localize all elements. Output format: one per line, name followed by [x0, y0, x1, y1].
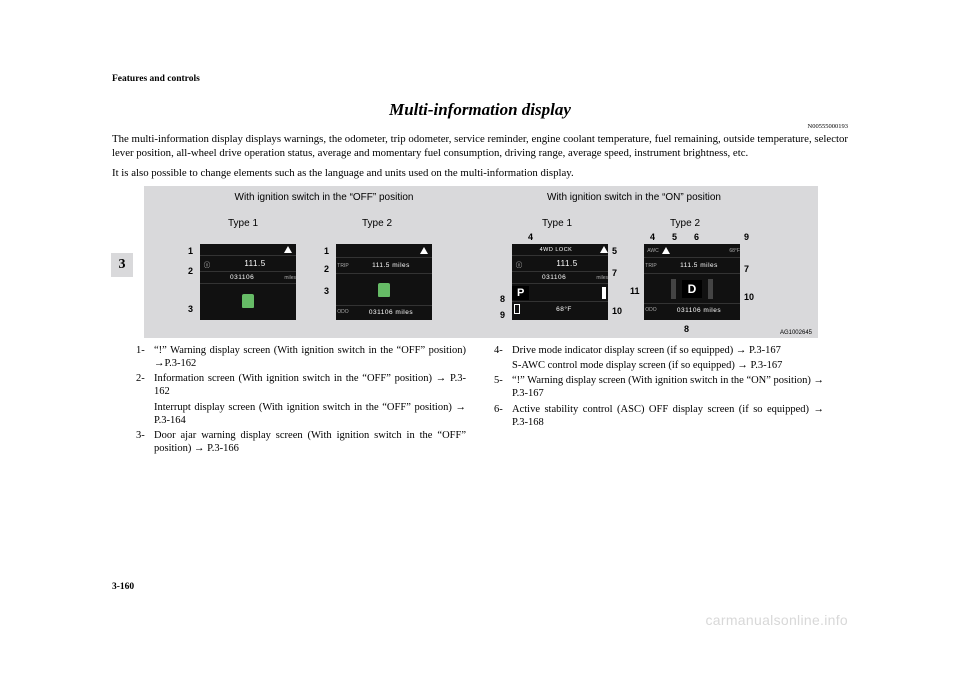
panel-off-type2: TRIP111.5 miles ODO031106 miles — [336, 244, 432, 320]
section-header: Features and controls — [112, 74, 848, 84]
legend-item: Interrupt display screen (With ignition … — [136, 401, 466, 427]
info-icon: ⓘ — [200, 259, 214, 269]
car-icon — [242, 294, 254, 308]
callout-3: 3 — [188, 304, 193, 314]
callout-10: 10 — [612, 306, 622, 316]
callout-10b: 10 — [744, 292, 754, 302]
type2-label-off: Type 2 — [362, 218, 392, 229]
warning-icon — [662, 247, 670, 254]
legend-left-column: 1-“!” Warning display screen (With ignit… — [136, 344, 466, 457]
value-4wdlock: 4WD LOCK — [512, 247, 600, 253]
callout-1: 1 — [188, 246, 193, 256]
value-68f: 68°F — [520, 306, 608, 313]
info-icon: ⓘ — [512, 259, 526, 269]
value-031106: 031106 — [200, 274, 284, 281]
intro-paragraph-1: The multi-information display displays w… — [112, 132, 848, 160]
chapter-tab: 3 — [111, 253, 133, 277]
type2-label-on: Type 2 — [670, 218, 700, 229]
warning-icon — [600, 246, 608, 253]
callout-9b: 9 — [744, 232, 749, 242]
callout-8: 8 — [500, 294, 505, 304]
legend-item: 2-Information screen (With ignition swit… — [136, 372, 466, 398]
page-title: Multi-information display — [112, 100, 848, 120]
callout-8b: 8 — [684, 324, 689, 334]
value-031106miles: 031106 miles — [350, 309, 432, 316]
callout-2b: 2 — [324, 264, 329, 274]
callout-7b: 7 — [744, 264, 749, 274]
value-1115miles: 111.5 miles — [350, 262, 432, 269]
trip-label: TRIP — [336, 263, 350, 269]
callout-5: 5 — [612, 246, 617, 256]
temp-bar-icon — [671, 279, 676, 299]
panel-on-type1: 4WD LOCK ⓘ111.5 031106miles P 68°F — [512, 244, 608, 320]
callout-4: 4 — [528, 232, 533, 242]
callout-9: 9 — [500, 310, 505, 320]
warning-icon — [284, 246, 292, 253]
diagram-ref: AG1002645 — [780, 330, 812, 336]
page-number: 3-160 — [112, 582, 134, 592]
doc-reference: N00555000193 — [112, 123, 848, 130]
legend-item: 5-“!” Warning display screen (With ignit… — [494, 374, 824, 400]
panel-on-type2: AWC68°F TRIP111.5 miles D ODO031106 mile… — [644, 244, 740, 320]
car-icon — [378, 283, 390, 297]
type1-label-off: Type 1 — [228, 218, 258, 229]
value-031106b: 031106 — [512, 274, 596, 281]
callout-4b: 4 — [650, 232, 655, 242]
value-68f-b: 68°F — [729, 248, 740, 254]
legend-item: S-AWC control mode display screen (if so… — [494, 359, 824, 372]
legend-item: 3-Door ajar warning display screen (With… — [136, 429, 466, 455]
on-position-label: With ignition switch in the “ON” positio… — [514, 192, 754, 203]
value-031106miles-b: 031106 miles — [658, 307, 740, 314]
type1-label-on: Type 1 — [542, 218, 572, 229]
warning-icon — [420, 247, 428, 254]
value-1115b: 111.5 — [526, 259, 608, 268]
gear-p: P — [512, 286, 529, 300]
legend-item: 4-Drive mode indicator display screen (i… — [494, 344, 824, 357]
callout-1b: 1 — [324, 246, 329, 256]
legend-item: 1-“!” Warning display screen (With ignit… — [136, 344, 466, 370]
watermark: carmanualsonline.info — [706, 612, 849, 628]
callout-6: 6 — [694, 232, 699, 242]
legend-columns: 1-“!” Warning display screen (With ignit… — [136, 344, 824, 457]
callout-11: 11 — [630, 286, 640, 296]
trip-label-b: TRIP — [644, 263, 658, 269]
fuel-gauge-icon — [602, 287, 606, 299]
panel-off-type1: ⓘ111.5 031106miles — [200, 244, 296, 320]
legend-right-column: 4-Drive mode indicator display screen (i… — [494, 344, 824, 457]
off-position-label: With ignition switch in the “OFF” positi… — [204, 192, 444, 203]
callout-2: 2 — [188, 266, 193, 276]
gear-d: D — [682, 280, 703, 298]
legend-item: 6-Active stability control (ASC) OFF dis… — [494, 403, 824, 429]
value-1115: 111.5 — [214, 259, 296, 268]
fuel-bar-icon — [708, 279, 713, 299]
diagram-box: With ignition switch in the “OFF” positi… — [144, 186, 818, 338]
callout-7: 7 — [612, 268, 617, 278]
callout-3b: 3 — [324, 286, 329, 296]
intro-paragraph-2: It is also possible to change elements s… — [112, 166, 848, 180]
callout-5b: 5 — [672, 232, 677, 242]
value-1115miles-b: 111.5 miles — [658, 262, 740, 269]
